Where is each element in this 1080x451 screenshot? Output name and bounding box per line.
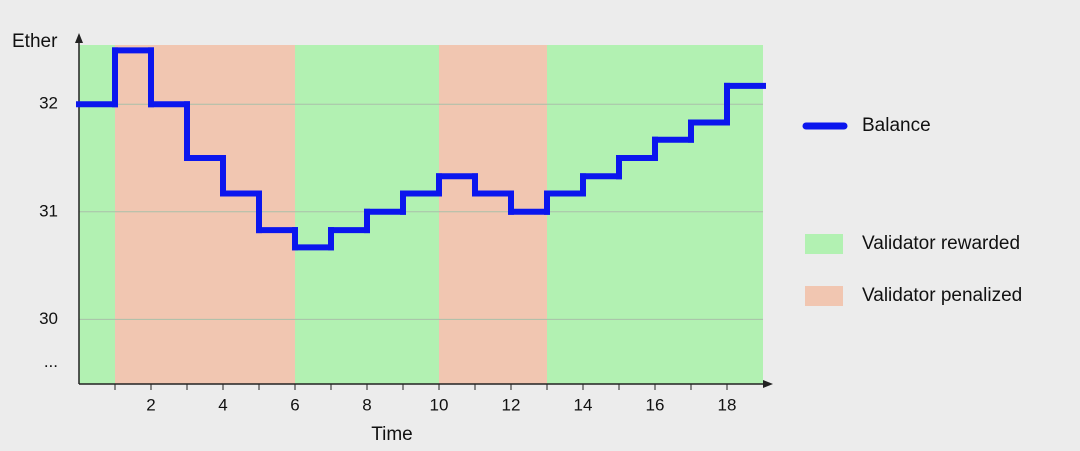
- band: [79, 45, 115, 384]
- y-axis-arrow: [75, 33, 83, 43]
- legend-swatch: [805, 286, 843, 306]
- y-tick-label: ...: [44, 352, 58, 371]
- x-tick-label: 10: [430, 395, 449, 414]
- y-tick-label: 32: [39, 94, 58, 113]
- x-axis-label: Time: [371, 424, 413, 445]
- y-tick-label: 30: [39, 309, 58, 328]
- band: [115, 45, 295, 384]
- x-tick-label: 12: [502, 395, 521, 414]
- legend-label: Validator rewarded: [862, 233, 1020, 254]
- x-tick-label: 18: [718, 395, 737, 414]
- x-tick-label: 14: [574, 395, 593, 414]
- legend-label: Balance: [862, 115, 931, 136]
- y-axis-label: Ether: [12, 31, 58, 52]
- x-axis-arrow: [763, 380, 773, 388]
- x-tick-label: 4: [218, 395, 227, 414]
- y-tick-label: 31: [39, 201, 58, 220]
- band: [547, 45, 763, 384]
- x-tick-label: 2: [146, 395, 155, 414]
- legend-swatch: [805, 234, 843, 254]
- x-tick-label: 6: [290, 395, 299, 414]
- x-tick-label: 16: [646, 395, 665, 414]
- legend-label: Validator penalized: [862, 285, 1022, 306]
- x-tick-label: 8: [362, 395, 371, 414]
